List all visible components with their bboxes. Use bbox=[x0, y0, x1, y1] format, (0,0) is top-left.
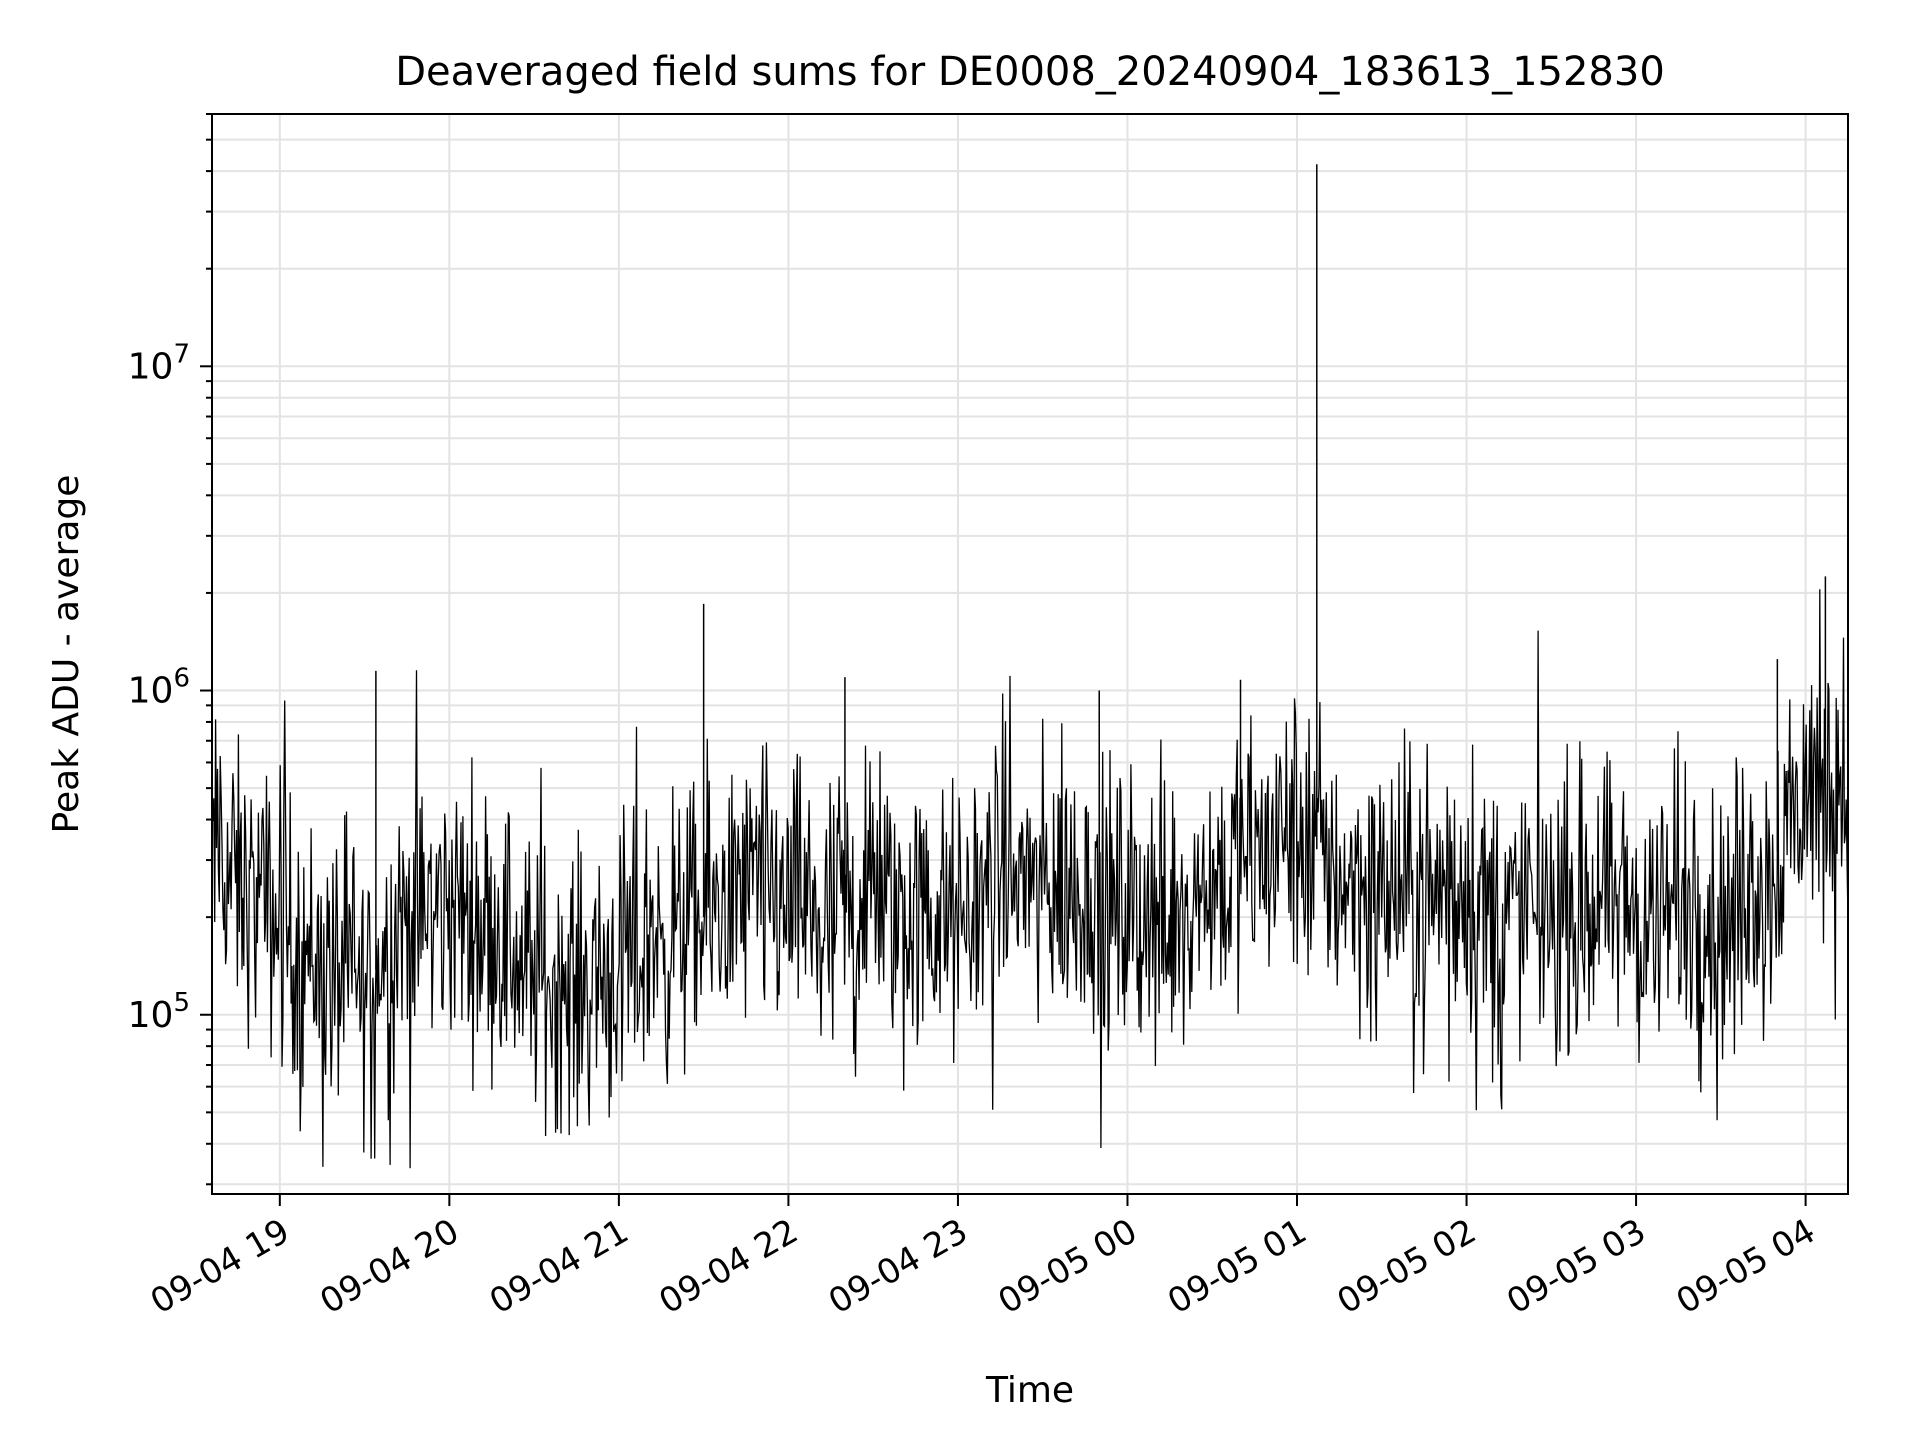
x-tick-label: 09-05 00 bbox=[992, 1211, 1144, 1322]
x-tick-label: 09-05 02 bbox=[1331, 1211, 1483, 1322]
grid bbox=[212, 113, 1848, 1194]
x-axis: 09-04 19 09-04 20 09-04 21 09-04 22 09-04 23… bbox=[144, 1194, 1822, 1322]
x-tick-label: 09-04 22 bbox=[653, 1211, 805, 1322]
y-tick-label: 105 bbox=[128, 988, 190, 1036]
plot-frame bbox=[211, 113, 1849, 1195]
x-tick-label: 09-05 03 bbox=[1500, 1211, 1652, 1322]
y-axis-label: Peak ADU - average bbox=[46, 475, 87, 834]
x-tick-label: 09-04 20 bbox=[313, 1211, 465, 1322]
y-tick-label: 106 bbox=[128, 664, 190, 712]
x-tick-label: 09-04 21 bbox=[483, 1211, 635, 1322]
chart-title: Deaveraged field sums for DE0008_2024090… bbox=[395, 49, 1665, 95]
x-axis-label: Time bbox=[985, 1370, 1074, 1411]
x-tick-label: 09-05 01 bbox=[1161, 1211, 1313, 1322]
x-tick-label: 09-05 04 bbox=[1670, 1211, 1822, 1322]
series-line-layer bbox=[211, 164, 1849, 1169]
x-tick-label: 09-04 23 bbox=[822, 1211, 974, 1322]
y-axis: 105 106 107 bbox=[128, 113, 212, 1186]
series-line bbox=[211, 589, 1849, 1169]
x-tick-label: 09-04 19 bbox=[144, 1211, 296, 1322]
y-tick-label: 107 bbox=[128, 339, 190, 387]
